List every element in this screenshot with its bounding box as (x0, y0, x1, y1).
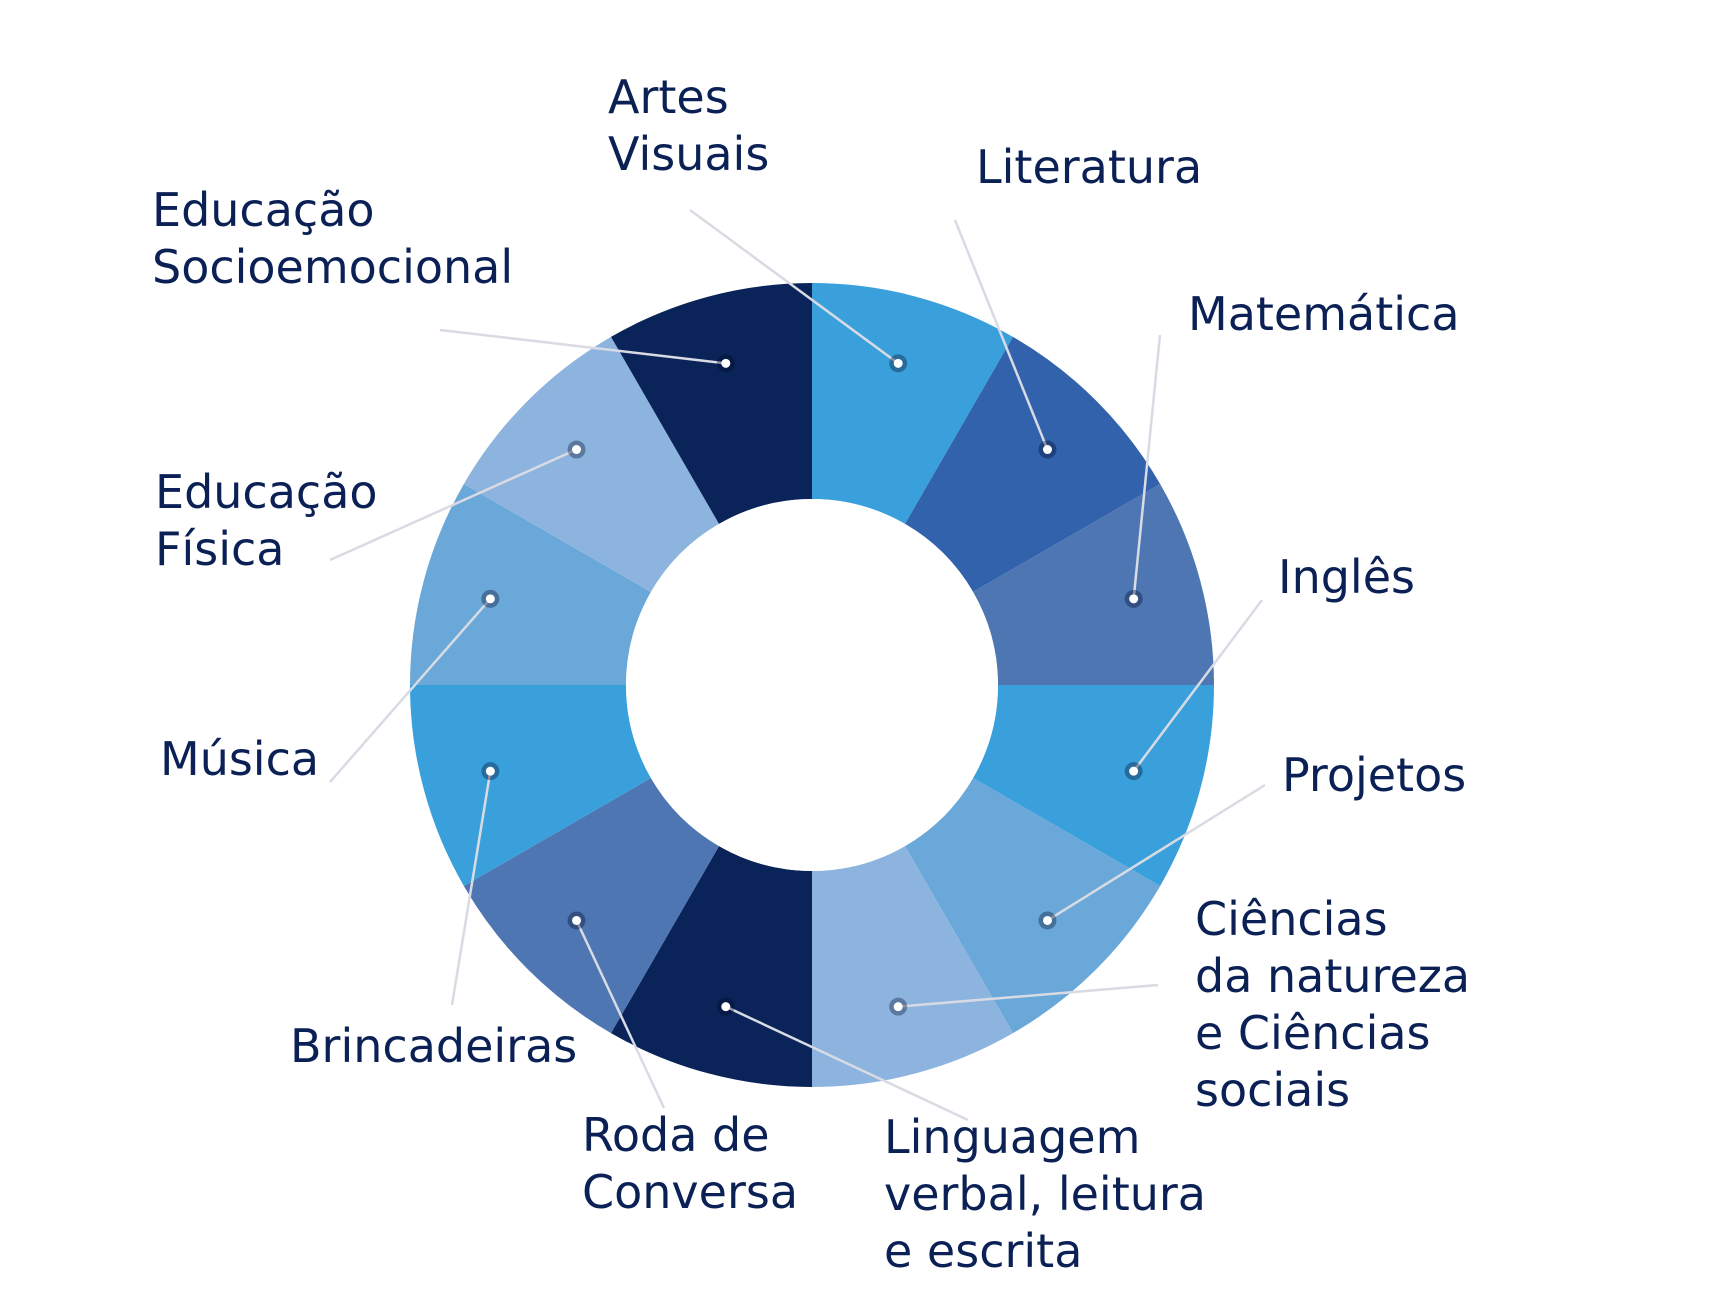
label-matematica: Matemática (1188, 287, 1460, 341)
leader-line-matematica (1132, 334, 1162, 599)
label-line-linguagem-0: Linguagem (884, 1110, 1140, 1164)
marker-dot-musica (485, 594, 495, 604)
leader-line-brincadeiras (450, 770, 492, 1006)
leader-line-ingles (1132, 599, 1264, 772)
marker-dot-matematica (1129, 594, 1139, 604)
leader-line-projetos (1046, 783, 1266, 922)
marker-dot-brincadeiras (485, 766, 495, 776)
label-line-roda-de-conversa-0: Roda de (582, 1108, 770, 1162)
leader-line-educacao-socioemocional (439, 328, 726, 365)
marker-dot-educacao-fisica (572, 445, 582, 455)
segment-educacao-socioemocional (611, 283, 812, 524)
label-line-educacao-socioemocional-1: Socioemocional (152, 240, 513, 294)
label-educacao-fisica: Educação Física (155, 465, 378, 576)
marker-dot-linguagem (721, 1002, 731, 1012)
label-musica: Música (160, 732, 319, 786)
label-line-artes-visuais-0: Artes (608, 70, 729, 124)
label-line-ingles-0: Inglês (1278, 550, 1415, 604)
label-line-ciencias-3: sociais (1195, 1063, 1350, 1117)
marker-dot-educacao-socioemocional (721, 358, 731, 368)
label-line-ciencias-0: Ciências (1195, 892, 1388, 946)
label-line-linguagem-1: verbal, leitura (884, 1167, 1206, 1221)
label-ciencias: Ciências da natureza e Ciências sociais (1195, 892, 1470, 1117)
label-projetos: Projetos (1282, 748, 1466, 802)
label-line-ciencias-2: e Ciências (1195, 1006, 1431, 1060)
label-line-literatura-0: Literatura (976, 140, 1202, 194)
label-line-artes-visuais-1: Visuais (608, 127, 769, 181)
leader-line-ciencias (898, 983, 1159, 1008)
segment-matematica (973, 484, 1214, 685)
label-line-projetos-0: Projetos (1282, 748, 1466, 802)
segment-artes-visuais (812, 283, 1013, 524)
label-roda-de-conversa: Roda de Conversa (582, 1108, 798, 1219)
label-line-musica-0: Música (160, 732, 319, 786)
leader-line-linguagem (725, 1005, 969, 1122)
label-line-matematica-0: Matemática (1188, 287, 1460, 341)
segment-roda-de-conversa (463, 778, 719, 1034)
marker-dot-ciencias (893, 1002, 903, 1012)
segment-labels: Artes Visuais Literatura Matemática Inglês Pr… (152, 70, 1470, 1278)
label-line-educacao-socioemocional-0: Educação (152, 183, 375, 237)
segment-brincadeiras (410, 685, 651, 886)
label-line-educacao-fisica-1: Física (155, 522, 284, 576)
segment-projetos (905, 778, 1161, 1034)
marker-dot-projetos (1042, 915, 1052, 925)
label-educacao-socioemocional: Educação Socioemocional (152, 183, 513, 294)
label-artes-visuais: Artes Visuais (608, 70, 769, 181)
marker-dot-ingles (1129, 766, 1139, 776)
marker-dot-artes-visuais (893, 358, 903, 368)
marker-dot-literatura (1042, 445, 1052, 455)
label-line-roda-de-conversa-1: Conversa (582, 1165, 798, 1219)
label-line-educacao-fisica-0: Educação (155, 465, 378, 519)
label-line-brincadeiras-0: Brincadeiras (290, 1019, 577, 1073)
leader-line-musica (329, 597, 492, 783)
segment-ciencias (812, 846, 1013, 1087)
segment-musica (410, 484, 651, 685)
label-ingles: Inglês (1278, 550, 1415, 604)
segment-linguagem (611, 846, 812, 1087)
leader-line-roda-de-conversa (575, 919, 666, 1109)
label-linguagem: Linguagem verbal, leitura e escrita (884, 1110, 1206, 1278)
leader-lines (329, 208, 1266, 1122)
leader-line-educacao-fisica (329, 448, 578, 562)
label-literatura: Literatura (976, 140, 1202, 194)
leader-line-artes-visuais (689, 208, 899, 365)
segment-ingles (973, 685, 1214, 886)
label-line-linguagem-2: e escrita (884, 1224, 1082, 1278)
donut-center-hole (626, 499, 998, 871)
segment-literatura (905, 336, 1161, 592)
leader-line-literatura (953, 219, 1049, 451)
segment-educacao-fisica (463, 336, 719, 592)
label-brincadeiras: Brincadeiras (290, 1019, 577, 1073)
label-line-ciencias-1: da natureza (1195, 949, 1470, 1003)
donut-ring (410, 283, 1214, 1087)
marker-dot-roda-de-conversa (572, 915, 582, 925)
